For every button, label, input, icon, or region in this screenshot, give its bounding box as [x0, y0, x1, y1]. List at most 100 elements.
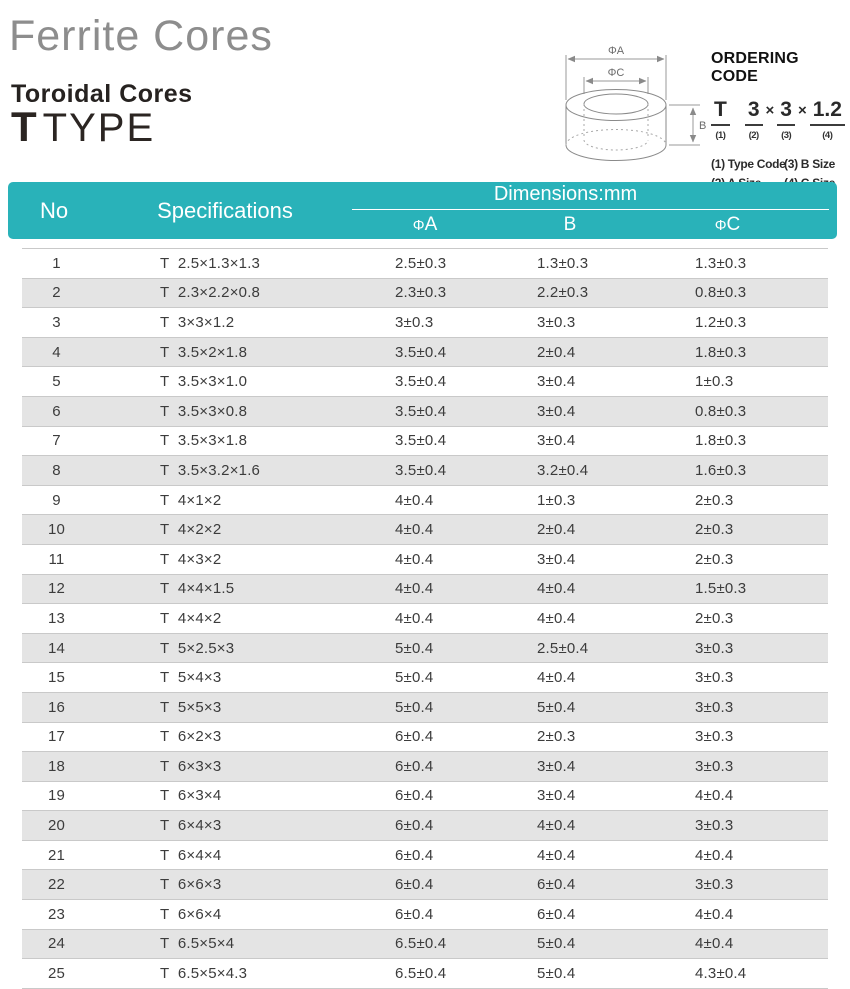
page-subtitle: Toroidal Cores	[11, 80, 193, 108]
type-word: TYPE	[42, 106, 156, 150]
cell-specification: T 4×1×2	[100, 484, 350, 515]
cell-dim-a: 6±0.4	[350, 899, 500, 930]
cell-dim-b: 3±0.4	[500, 780, 640, 811]
dim-label-inner: ΦC	[608, 67, 625, 79]
multiply-sign: ×	[797, 102, 807, 119]
cell-dim-a: 6±0.4	[350, 721, 500, 752]
cell-specification: T 4×4×2	[100, 603, 350, 634]
cell-dim-b: 1.3±0.3	[500, 248, 640, 279]
cell-no: 24	[22, 928, 100, 959]
cell-no: 22	[22, 869, 100, 900]
cell-no: 2	[22, 277, 100, 308]
cell-dim-b: 6±0.4	[500, 899, 640, 930]
toroid-bottom-front	[565, 144, 667, 161]
cell-dim-a: 3.5±0.4	[350, 336, 500, 367]
cell-dim-a: 6±0.4	[350, 810, 500, 841]
cell-dim-a: 5±0.4	[350, 662, 500, 693]
cell-dim-b: 2±0.4	[500, 336, 640, 367]
cell-dim-c: 4±0.4	[640, 899, 828, 930]
cell-no: 18	[22, 751, 100, 782]
cell-dim-a: 4±0.4	[350, 484, 500, 515]
ordering-code-panel: ORDERING CODE T (1) 3 (2) × 3 (3) × 1.2 …	[711, 50, 845, 190]
cell-no: 1	[22, 248, 100, 279]
cell-no: 6	[22, 395, 100, 427]
cell-specification: T 6×4×3	[100, 810, 350, 841]
cell-no: 21	[22, 839, 100, 870]
ordering-part-3-index: (3)	[781, 130, 792, 141]
cell-specification: T 6.5×5×4.3	[100, 958, 350, 989]
cell-dim-a: 6±0.4	[350, 839, 500, 870]
cell-dim-c: 2±0.3	[640, 603, 828, 634]
ordering-part-3: 3 (3)	[777, 99, 795, 141]
cell-dim-c: 3±0.3	[640, 751, 828, 782]
cell-dim-b: 4±0.4	[500, 603, 640, 634]
cell-specification: T 3.5×3×0.8	[100, 395, 350, 427]
phi-symbol: Φ	[412, 217, 425, 234]
cell-dim-a: 5±0.4	[350, 691, 500, 722]
cell-dim-b: 4±0.4	[500, 839, 640, 870]
ordering-part-1-index: (1)	[715, 130, 726, 141]
cell-dim-a: 6±0.4	[350, 751, 500, 782]
cell-dim-b: 3±0.4	[500, 395, 640, 427]
cell-dim-a: 6±0.4	[350, 780, 500, 811]
cell-dim-b: 5±0.4	[500, 691, 640, 722]
table-row: 14 T 5×2.5×3 5±0.4 2.5±0.4 3±0.3	[22, 632, 828, 663]
cell-dim-a: 2.3±0.3	[350, 277, 500, 308]
dim-label-outer: ΦA	[608, 45, 625, 57]
table-row: 17 T 6×2×3 6±0.4 2±0.3 3±0.3	[22, 721, 828, 752]
table-row: 9 T 4×1×2 4±0.4 1±0.3 2±0.3	[22, 484, 828, 515]
table-row: 15 T 5×4×3 5±0.4 4±0.4 3±0.3	[22, 662, 828, 693]
table-row: 7 T 3.5×3×1.8 3.5±0.4 3±0.4 1.8±0.3	[22, 425, 828, 456]
cell-dim-a: 4±0.4	[350, 514, 500, 545]
table-row: 11 T 4×3×2 4±0.4 3±0.4 2±0.3	[22, 543, 828, 575]
dimensions-group-title: Dimensions:mm	[493, 183, 638, 205]
cell-dim-b: 3±0.4	[500, 366, 640, 397]
multiply-sign: ×	[765, 102, 775, 119]
cell-specification: T 3.5×2×1.8	[100, 336, 350, 367]
toroid-hole-top	[583, 93, 649, 115]
cell-dim-c: 4±0.4	[640, 839, 828, 870]
cell-no: 16	[22, 691, 100, 722]
cell-dim-a: 5±0.4	[350, 632, 500, 663]
cell-dim-b: 1±0.3	[500, 484, 640, 515]
cell-specification: T 5×4×3	[100, 662, 350, 693]
spec-table-body: 1 T 2.5×1.3×1.3 2.5±0.3 1.3±0.3 1.3±0.3 …	[22, 248, 828, 989]
toroid-diagram: ΦA ΦC B	[565, 45, 706, 161]
ordering-part-4: 1.2 (4)	[809, 99, 845, 141]
ordering-part-4-index: (4)	[822, 130, 833, 141]
cell-no: 11	[22, 543, 100, 575]
cell-dim-c: 1.6±0.3	[640, 455, 828, 486]
cell-specification: T 6×6×3	[100, 869, 350, 900]
cell-dim-b: 2.5±0.4	[500, 632, 640, 663]
table-row: 6 T 3.5×3×0.8 3.5±0.4 3±0.4 0.8±0.3	[22, 395, 828, 427]
cell-dim-b: 4±0.4	[500, 573, 640, 604]
ordering-part-1: T (1)	[711, 99, 730, 141]
toroid-hole-bottom-hidden	[583, 139, 649, 151]
cell-dim-b: 2.2±0.3	[500, 277, 640, 308]
cell-dim-a: 4±0.4	[350, 603, 500, 634]
table-row: 2 T 2.3×2.2×0.8 2.3±0.3 2.2±0.3 0.8±0.3	[22, 277, 828, 308]
spec-table: 1 T 2.5×1.3×1.3 2.5±0.3 1.3±0.3 1.3±0.3 …	[22, 248, 828, 989]
cell-specification: T 3.5×3.2×1.6	[100, 455, 350, 486]
column-header-specifications: Specifications	[157, 197, 293, 223]
cell-specification: T 2.5×1.3×1.3	[100, 248, 350, 279]
cell-no: 4	[22, 336, 100, 367]
cell-no: 9	[22, 484, 100, 515]
cell-dim-b: 3±0.4	[500, 751, 640, 782]
cell-specification: T 6×3×3	[100, 751, 350, 782]
cell-no: 14	[22, 632, 100, 663]
ordering-part-2-index: (2)	[748, 130, 760, 141]
cell-specification: T 6×3×4	[100, 780, 350, 811]
toroid-bottom-back	[565, 129, 667, 146]
cell-dim-a: 2.5±0.3	[350, 248, 500, 279]
cell-dim-c: 1.8±0.3	[640, 336, 828, 367]
cell-no: 20	[22, 810, 100, 841]
cell-dim-c: 3±0.3	[640, 691, 828, 722]
cell-dim-a: 3.5±0.4	[350, 366, 500, 397]
legend-b-size: (3) B Size	[784, 157, 836, 171]
cell-dim-a: 6.5±0.4	[350, 928, 500, 959]
cell-no: 8	[22, 455, 100, 486]
type-letter: T	[11, 103, 37, 150]
cell-dim-c: 2±0.3	[640, 484, 828, 515]
table-row: 19 T 6×3×4 6±0.4 3±0.4 4±0.4	[22, 780, 828, 811]
